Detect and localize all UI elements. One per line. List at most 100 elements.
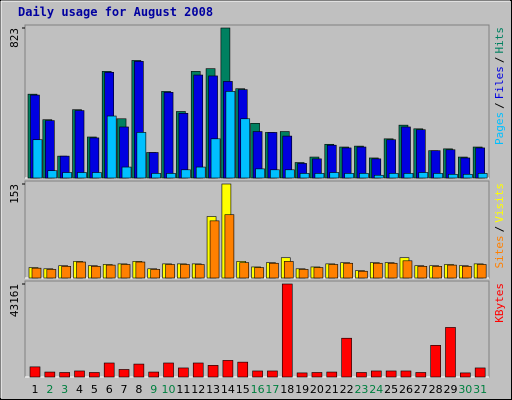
bar — [403, 173, 414, 179]
x-tick-label: 4 — [76, 383, 83, 396]
bar — [283, 261, 294, 279]
bar — [89, 137, 100, 179]
legend: KBytes — [493, 283, 506, 323]
bar — [76, 261, 86, 279]
bar — [225, 91, 236, 179]
bar — [358, 270, 368, 279]
plot-area — [24, 280, 490, 378]
legend-separator: / — [493, 226, 506, 233]
chart-title: Daily usage for August 2008 — [18, 5, 213, 19]
bar — [118, 369, 130, 378]
bar — [432, 266, 442, 279]
bar — [192, 362, 204, 378]
x-tick-label: 2 — [46, 383, 53, 396]
x-tick-label: 29 — [443, 383, 457, 396]
x-tick-label: 3 — [61, 383, 68, 396]
bar — [133, 363, 145, 378]
bar — [207, 365, 219, 378]
x-tick-label: 9 — [150, 383, 157, 396]
bar — [163, 92, 174, 179]
x-tick-label: 22 — [340, 383, 354, 396]
x-tick-label: 8 — [135, 383, 142, 396]
bar — [239, 262, 250, 279]
x-tick-label: 25 — [384, 383, 398, 396]
bar — [240, 118, 251, 179]
bar — [445, 149, 456, 179]
x-tick-label: 28 — [429, 383, 443, 396]
x-tick-label: 12 — [191, 383, 205, 396]
bar — [32, 139, 43, 179]
bar — [29, 366, 41, 378]
x-tick-label: 17 — [265, 383, 279, 396]
bar — [222, 360, 234, 378]
bar — [46, 269, 57, 279]
bar — [311, 372, 323, 378]
bar — [193, 74, 204, 179]
bar — [254, 267, 264, 279]
legend: Pages / Files / Hits — [493, 27, 506, 145]
bar — [209, 220, 220, 279]
bar — [178, 112, 189, 179]
bar — [328, 264, 339, 279]
x-tick-label: 27 — [414, 383, 428, 396]
bar — [430, 345, 441, 378]
y-tick-label: 153 — [8, 184, 21, 204]
x-tick-label: 13 — [206, 383, 220, 396]
x-tick-label: 6 — [106, 383, 113, 396]
x-tick-label: 23 — [354, 383, 368, 396]
bar — [151, 173, 162, 179]
bar — [61, 266, 71, 279]
bar — [281, 283, 293, 378]
bar — [314, 173, 325, 179]
bar — [74, 110, 85, 179]
bar — [269, 262, 279, 279]
bar — [373, 174, 384, 179]
x-tick-label: 5 — [91, 383, 98, 396]
bar — [462, 266, 472, 279]
x-tick-label: 31 — [473, 383, 487, 396]
x-tick-label: 7 — [121, 383, 128, 396]
bar — [341, 337, 352, 378]
bar — [326, 371, 338, 378]
bar — [255, 168, 265, 179]
bar — [91, 266, 101, 279]
bar — [180, 264, 190, 279]
bar — [447, 264, 457, 279]
x-tick-label: 10 — [162, 383, 176, 396]
bar — [103, 362, 115, 378]
bar — [47, 170, 58, 179]
bar — [74, 370, 85, 378]
bar — [359, 173, 369, 179]
legend-separator: / — [493, 102, 506, 109]
x-tick-label: 15 — [236, 383, 250, 396]
bar — [299, 173, 310, 179]
bar — [181, 169, 191, 179]
bar — [194, 264, 205, 279]
bar — [343, 262, 353, 279]
bar — [210, 138, 221, 179]
bar — [329, 172, 340, 179]
bar — [224, 214, 235, 279]
bar — [356, 372, 367, 378]
x-tick-label: 1 — [32, 383, 39, 396]
bar — [44, 371, 56, 378]
x-tick-label: 19 — [295, 383, 309, 396]
bar — [237, 361, 249, 378]
y-tick-label: 43161 — [8, 284, 21, 317]
bar — [148, 371, 160, 378]
bar — [433, 173, 443, 179]
bar — [415, 372, 427, 378]
bar — [386, 139, 396, 179]
bar — [92, 172, 102, 179]
x-tick-label: 20 — [310, 383, 324, 396]
bar — [45, 120, 55, 179]
bar — [252, 370, 263, 378]
bar — [344, 173, 354, 179]
bar — [106, 115, 117, 179]
x-tick-label: 26 — [399, 383, 413, 396]
bar — [163, 362, 174, 378]
x-tick-label: 16 — [251, 383, 265, 396]
x-tick-label: 14 — [221, 383, 235, 396]
bar — [267, 370, 278, 378]
bar — [370, 370, 382, 378]
